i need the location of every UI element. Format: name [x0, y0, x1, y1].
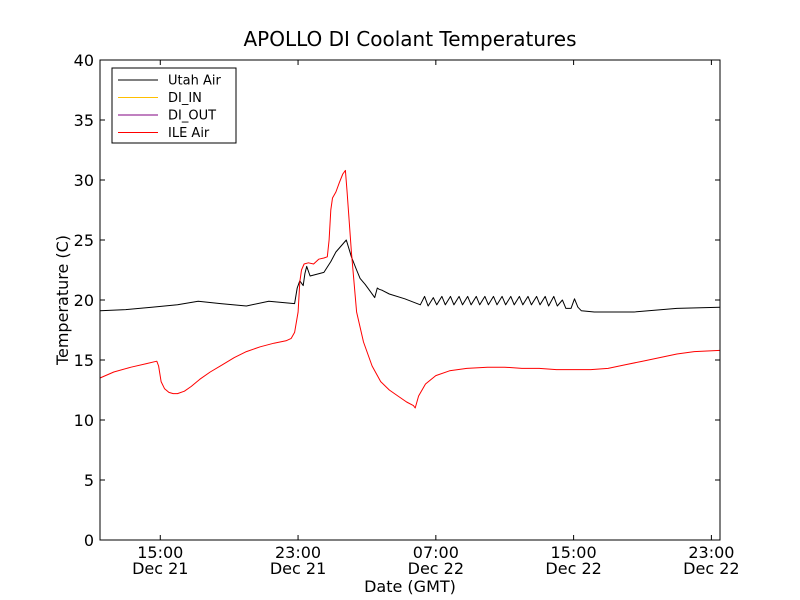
y-tick-label-5: 5 — [84, 471, 94, 490]
x-tick-label-time-2: 07:00 — [413, 543, 459, 562]
y-tick-label-10: 10 — [74, 411, 94, 430]
y-axis-label: Temperature (C) — [53, 235, 72, 366]
series-layer — [99, 169, 721, 409]
x-tick-label-time-0: 15:00 — [137, 543, 183, 562]
y-tick-label-40: 40 — [74, 51, 94, 70]
y-tick-label-15: 15 — [74, 351, 94, 370]
legend-label-utah-air: Utah Air — [168, 74, 221, 89]
y-tick-label-0: 0 — [84, 531, 94, 550]
legend-label-di-in: DI_IN — [168, 91, 202, 106]
x-tick-label-date-0: Dec 21 — [132, 559, 188, 578]
series-line-utah-air — [99, 239, 721, 313]
x-tick-label-time-4: 23:00 — [688, 543, 734, 562]
series-line-ile-air — [99, 169, 721, 409]
x-tick-label-date-2: Dec 22 — [408, 559, 464, 578]
x-tick-label-time-3: 15:00 — [551, 543, 597, 562]
y-tick-label-30: 30 — [74, 171, 94, 190]
x-axis-label: Date (GMT) — [364, 577, 456, 596]
y-tick-label-35: 35 — [74, 111, 94, 130]
x-tick-label-date-3: Dec 22 — [545, 559, 601, 578]
y-tick-label-25: 25 — [74, 231, 94, 250]
legend: Utah Air DI_IN DI_OUT ILE Air — [111, 67, 237, 144]
chart-title: APOLLO DI Coolant Temperatures — [243, 27, 576, 51]
x-tick-label-time-1: 23:00 — [275, 543, 321, 562]
x-tick-label-date-4: Dec 22 — [683, 559, 739, 578]
legend-label-di-out: DI_OUT — [168, 109, 216, 124]
legend-label-ile-air: ILE Air — [168, 126, 210, 141]
y-tick-label-20: 20 — [74, 291, 94, 310]
x-tick-label-date-1: Dec 21 — [270, 559, 326, 578]
y-axis-ticks: 0 5 10 15 20 25 30 35 40 — [74, 51, 720, 550]
legend-entries: Utah Air DI_IN DI_OUT ILE Air — [118, 74, 221, 141]
